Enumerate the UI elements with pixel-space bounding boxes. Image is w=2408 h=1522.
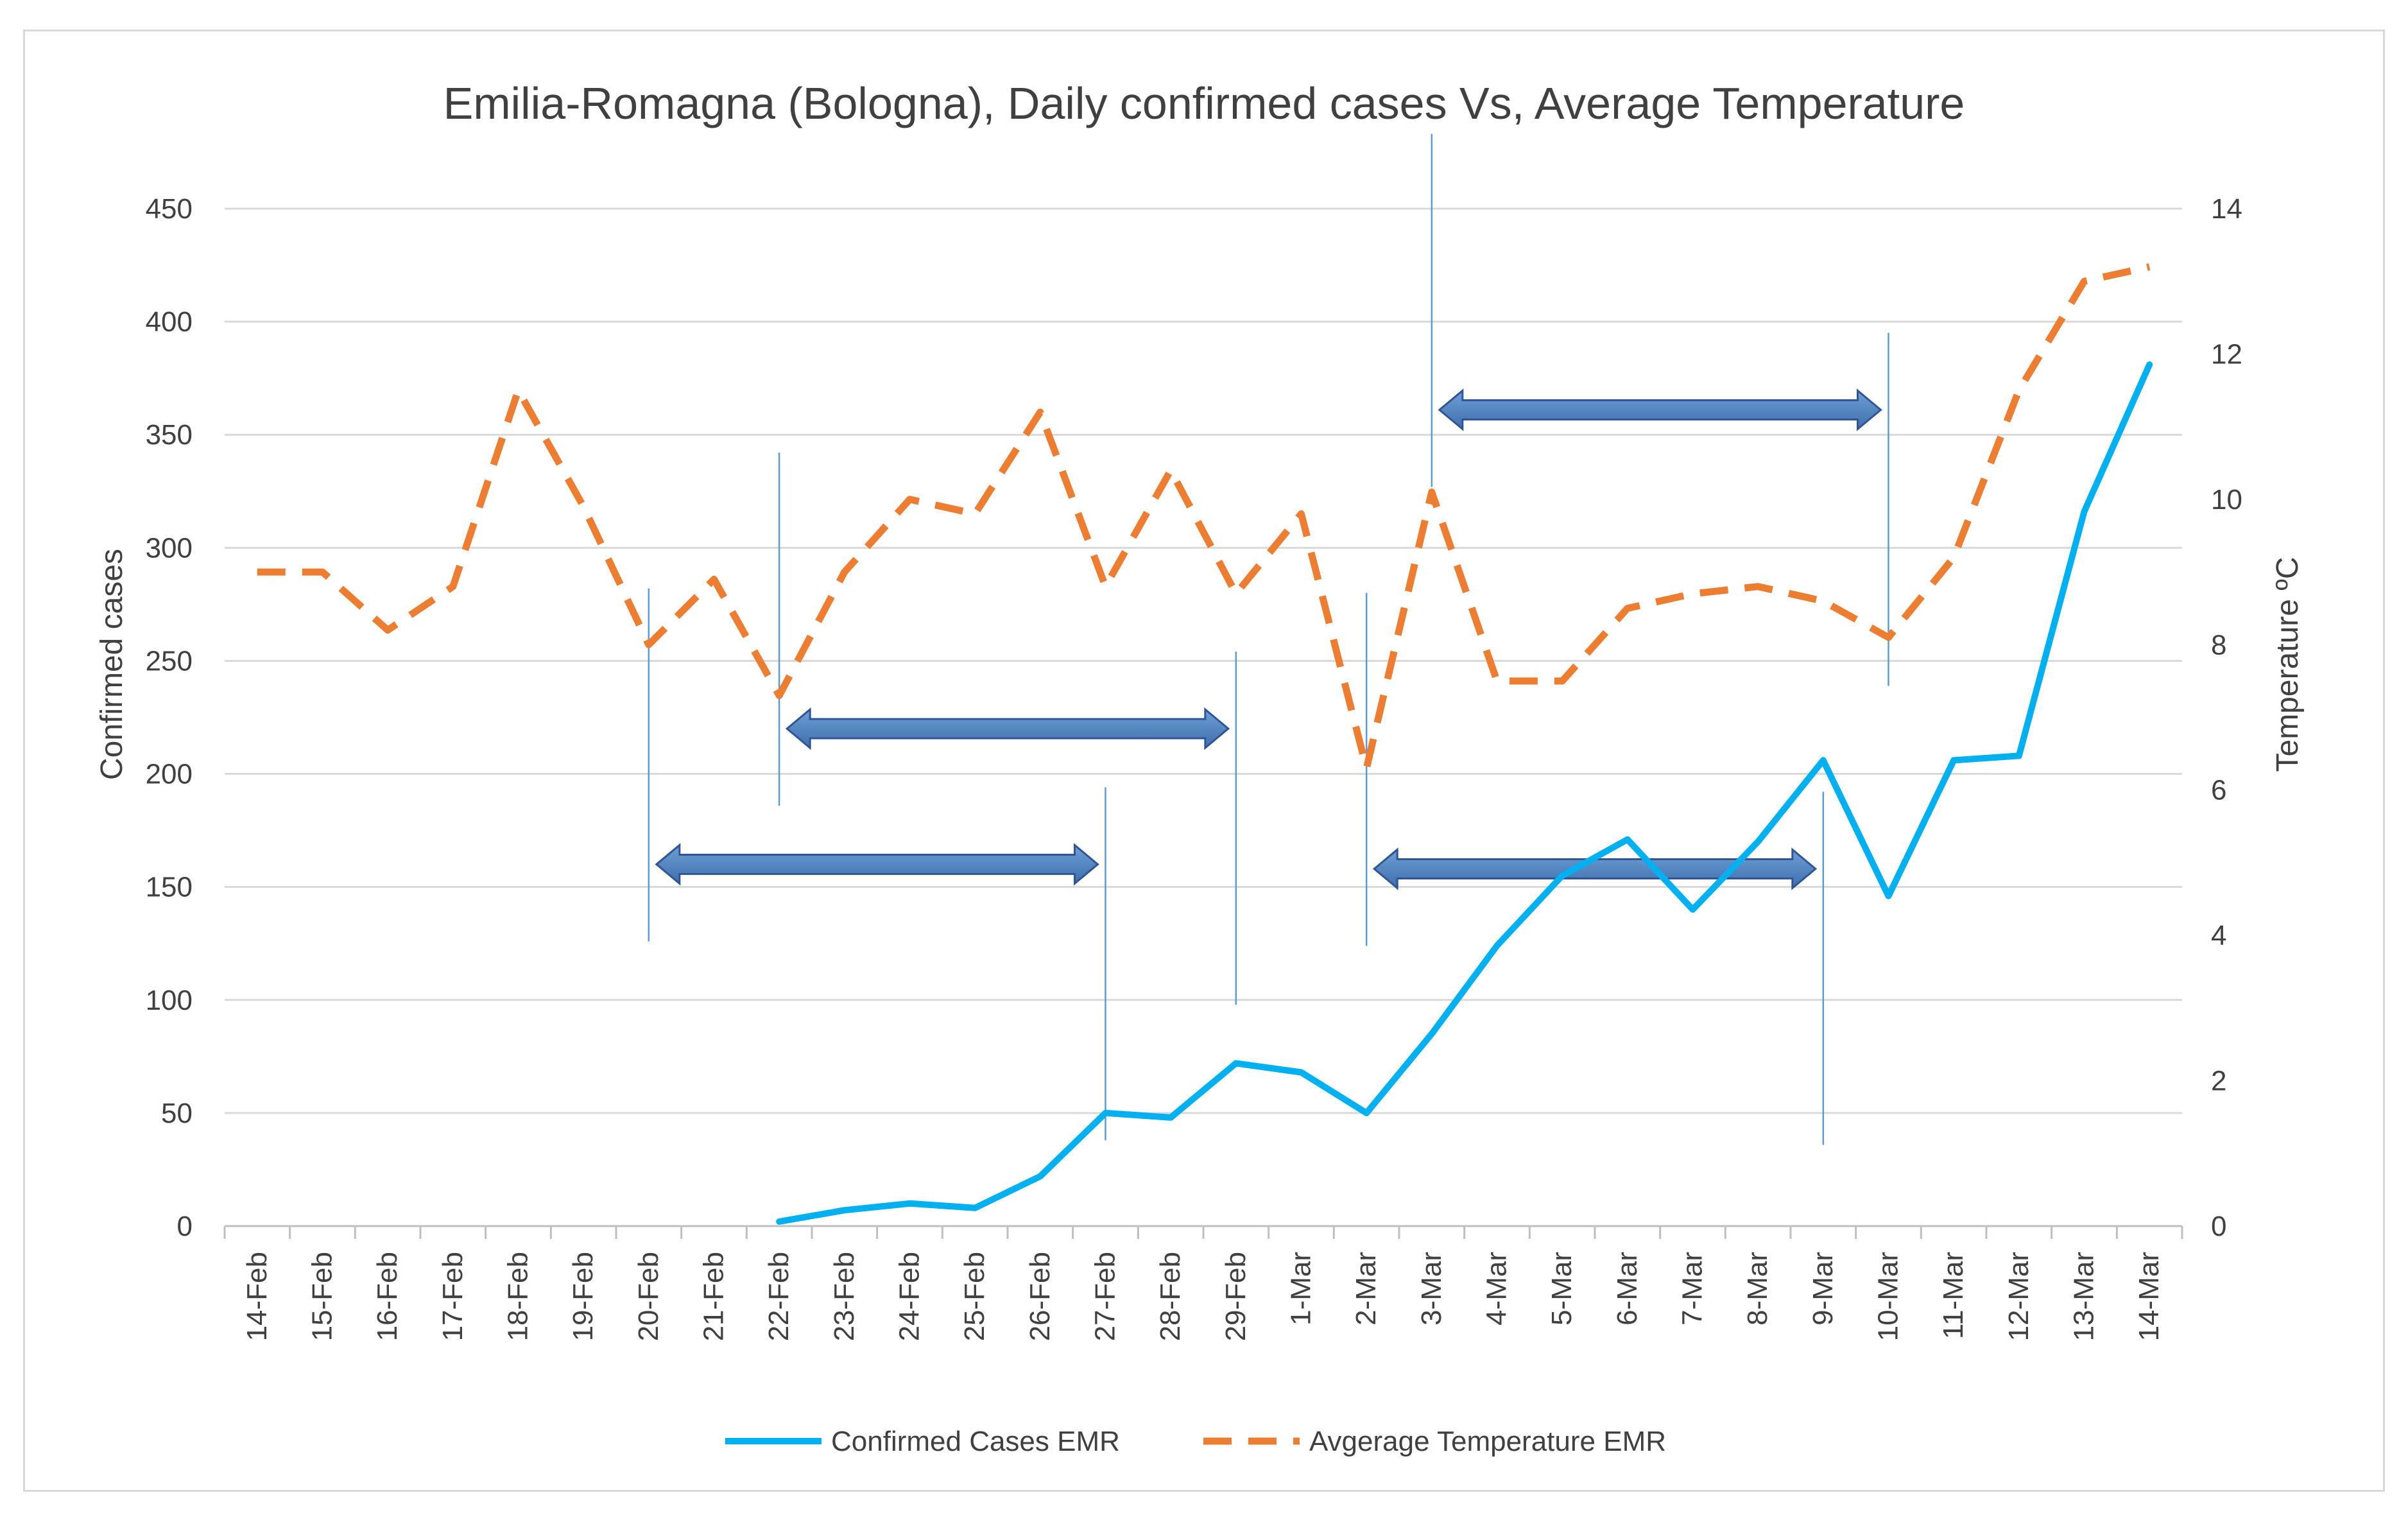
legend-label: Confirmed Cases EMR [831,1426,1120,1457]
y2-tick-label: 14 [2211,193,2242,225]
y2-axis-label: Temperature ºC [2271,557,2305,772]
y-tick-label: 150 [146,872,193,903]
x-tick-label: 27-Feb [1090,1252,1121,1341]
cases-series-line [776,361,2153,1225]
x-tick-label: 14-Feb [241,1252,273,1341]
double-arrow [1438,388,1882,431]
double-arrow [1372,847,1818,890]
y-tick-label: 50 [161,1098,193,1129]
x-tick-label: 25-Feb [959,1252,990,1341]
y2-tick-label: 12 [2211,338,2242,370]
x-tick-label: 3-Mar [1416,1252,1447,1326]
x-tick-label: 10-Mar [1873,1252,1904,1341]
chart-title: Emilia-Romagna (Bologna), Daily confirme… [443,78,1965,128]
x-tick-label: 2-Mar [1350,1252,1382,1326]
x-tick-label: 16-Feb [372,1252,403,1341]
x-tick-label: 11-Mar [1938,1252,1969,1339]
x-tick-label: 7-Mar [1677,1252,1708,1326]
y-tick-label: 450 [146,193,193,225]
x-tick-label: 5-Mar [1546,1252,1578,1326]
plot-area [257,263,2153,1225]
double-arrow [785,707,1230,750]
y-tick-label: 300 [146,532,193,564]
y2-tick-label: 4 [2211,920,2226,951]
temperature-series-line [257,263,2151,772]
x-tick-label: 17-Feb [437,1252,469,1341]
x-tick-label: 18-Feb [503,1252,534,1341]
y-tick-label: 400 [146,306,193,338]
y2-tick-label: 6 [2211,775,2226,806]
x-tick-label: 19-Feb [567,1252,599,1341]
y-tick-label: 350 [146,419,193,451]
x-tick-label: 12-Mar [2003,1252,2034,1341]
x-tick-label: 28-Feb [1155,1252,1186,1341]
y2-tick-label: 2 [2211,1066,2226,1097]
y2-tick-label: 0 [2211,1211,2226,1242]
y-tick-label: 200 [146,759,193,790]
x-tick-label: 24-Feb [894,1252,925,1341]
y-axis-label: Confirmed cases [95,549,129,780]
x-tick-label: 13-Mar [2068,1252,2100,1341]
x-tick-label: 6-Mar [1612,1252,1643,1326]
annotations [648,134,1889,1145]
legend-label: Avgerage Temperature EMR [1309,1426,1666,1457]
x-tick-label: 22-Feb [763,1252,795,1341]
y-tick-label: 0 [177,1211,193,1242]
x-tick-label: 1-Mar [1286,1252,1317,1326]
double-arrow [655,843,1099,886]
x-tick-label: 21-Feb [698,1252,730,1341]
x-tick-label: 8-Mar [1742,1252,1773,1326]
x-tick-label: 26-Feb [1024,1252,1056,1341]
x-tick-label: 15-Feb [307,1252,338,1341]
x-tick-label: 29-Feb [1220,1252,1251,1341]
gridlines: 0 50 100 150 200 250 300 350 400 450 0 2 4 6 8 10 12 14 14… [146,193,2242,1341]
x-tick-label: 23-Feb [829,1252,860,1341]
x-tick-label: 9-Mar [1807,1252,1839,1326]
y2-tick-label: 10 [2211,484,2242,515]
x-tick-label: 4-Mar [1481,1252,1513,1326]
x-tick-label: 14-Mar [2133,1252,2165,1341]
x-tick-label: 20-Feb [633,1252,664,1341]
y-tick-label: 100 [146,985,193,1016]
y-tick-label: 250 [146,645,193,677]
legend: Confirmed Cases EMR Avgerage Temperature … [725,1426,1666,1457]
y2-tick-label: 8 [2211,629,2226,661]
